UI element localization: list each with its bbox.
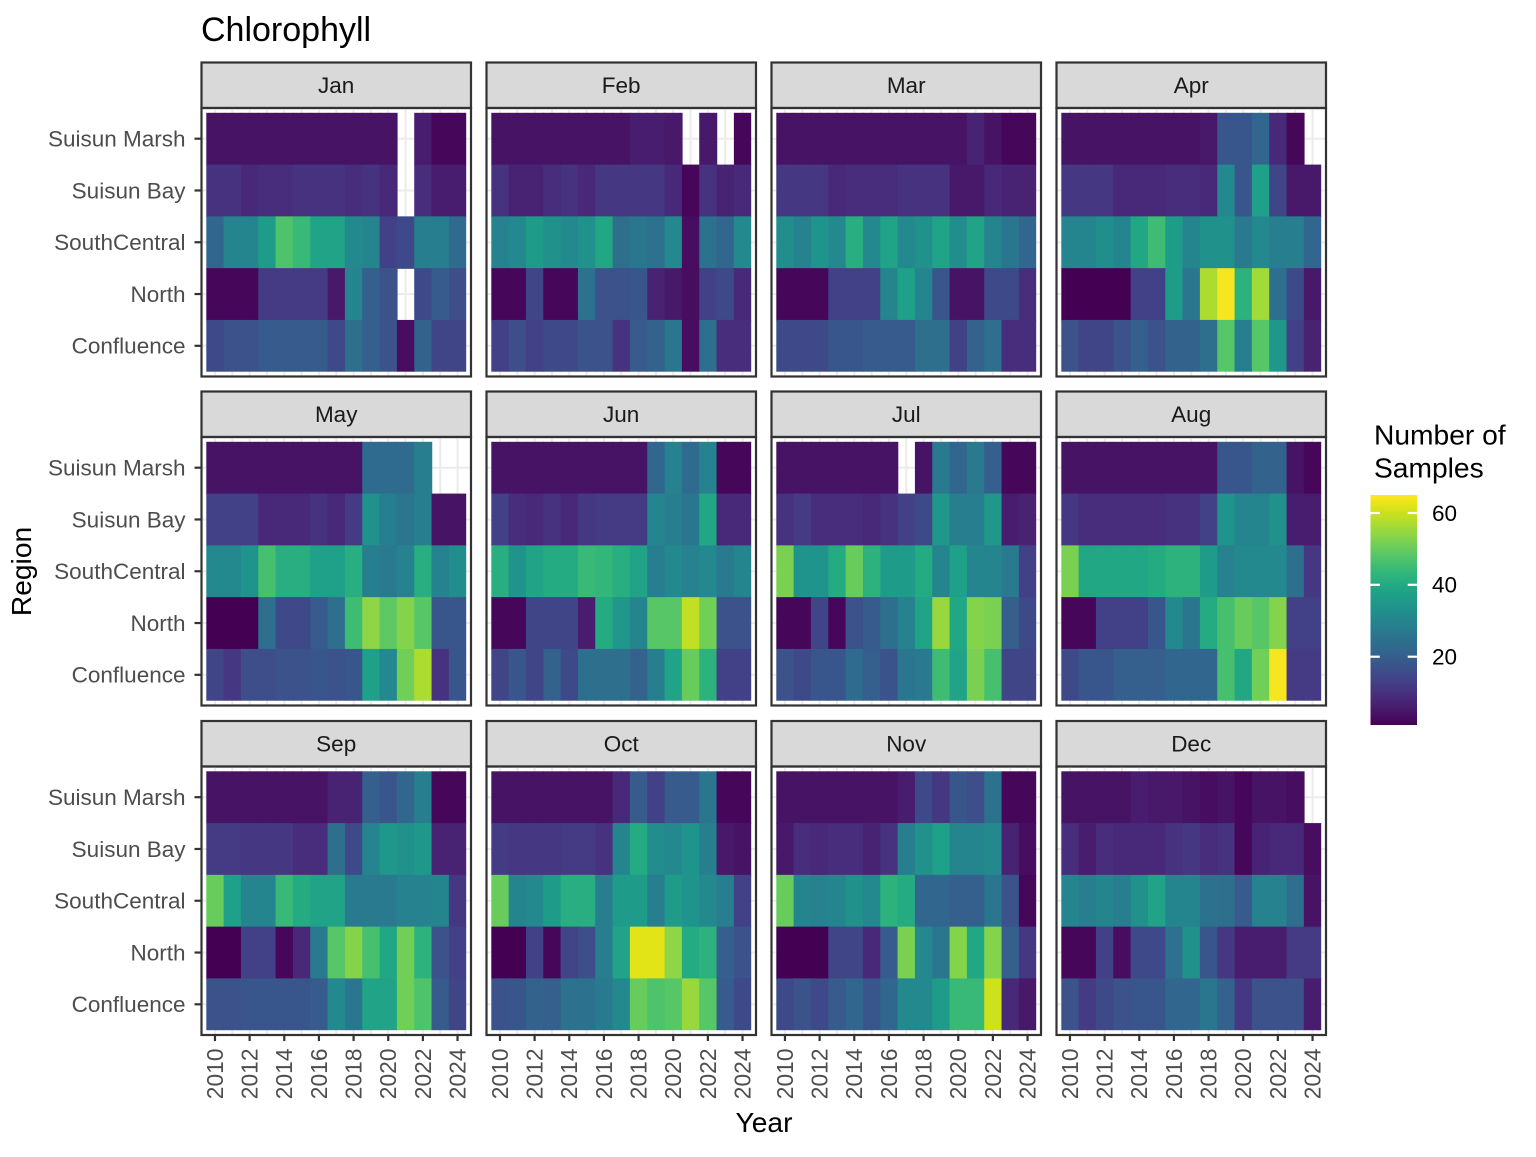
svg-text:May: May <box>315 402 358 427</box>
svg-text:2010: 2010 <box>772 1049 798 1100</box>
svg-text:Suisun Marsh: Suisun Marsh <box>48 126 186 151</box>
svg-text:2014: 2014 <box>556 1048 582 1099</box>
svg-text:2020: 2020 <box>660 1049 686 1100</box>
svg-text:2020: 2020 <box>375 1049 401 1100</box>
svg-text:2010: 2010 <box>1057 1049 1083 1100</box>
svg-text:Feb: Feb <box>602 73 641 98</box>
svg-text:Confluence: Confluence <box>72 992 186 1017</box>
svg-text:Suisun Marsh: Suisun Marsh <box>48 785 186 810</box>
svg-text:Confluence: Confluence <box>72 663 186 688</box>
svg-text:2010: 2010 <box>487 1049 513 1100</box>
svg-text:2020: 2020 <box>945 1049 971 1100</box>
svg-text:40: 40 <box>1432 573 1457 598</box>
svg-text:Jun: Jun <box>603 402 639 427</box>
svg-text:2016: 2016 <box>1161 1049 1187 1100</box>
svg-text:Oct: Oct <box>604 732 640 757</box>
svg-text:2016: 2016 <box>876 1049 902 1100</box>
svg-text:Apr: Apr <box>1174 73 1210 98</box>
svg-text:SouthCentral: SouthCentral <box>54 889 185 914</box>
svg-text:2012: 2012 <box>807 1049 833 1100</box>
svg-text:2022: 2022 <box>695 1049 721 1100</box>
svg-text:Confluence: Confluence <box>72 334 186 359</box>
svg-text:North: North <box>130 611 185 636</box>
svg-text:Suisun Marsh: Suisun Marsh <box>48 455 186 480</box>
svg-text:North: North <box>130 940 185 965</box>
svg-text:Number of: Number of <box>1374 419 1506 451</box>
svg-text:2014: 2014 <box>841 1048 867 1099</box>
svg-text:SouthCentral: SouthCentral <box>54 230 185 255</box>
svg-text:Mar: Mar <box>887 73 926 98</box>
svg-text:2016: 2016 <box>591 1049 617 1100</box>
svg-text:2022: 2022 <box>410 1049 436 1100</box>
svg-text:Suisun Bay: Suisun Bay <box>72 178 187 203</box>
svg-text:2024: 2024 <box>1299 1048 1325 1099</box>
svg-text:2024: 2024 <box>444 1048 470 1099</box>
svg-text:Suisun Bay: Suisun Bay <box>72 837 187 862</box>
svg-text:2024: 2024 <box>1014 1048 1040 1099</box>
svg-text:2012: 2012 <box>1092 1049 1118 1100</box>
svg-text:2012: 2012 <box>237 1049 263 1100</box>
svg-text:North: North <box>130 282 185 307</box>
svg-text:Year: Year <box>736 1106 793 1138</box>
svg-text:2024: 2024 <box>729 1048 755 1099</box>
svg-text:60: 60 <box>1432 501 1457 526</box>
svg-text:Aug: Aug <box>1171 402 1211 427</box>
svg-text:Nov: Nov <box>886 732 927 757</box>
svg-text:SouthCentral: SouthCentral <box>54 559 185 584</box>
svg-text:2022: 2022 <box>980 1049 1006 1100</box>
svg-text:2018: 2018 <box>910 1049 936 1100</box>
svg-text:2014: 2014 <box>271 1048 297 1099</box>
svg-text:2014: 2014 <box>1126 1048 1152 1099</box>
svg-text:Sep: Sep <box>316 732 356 757</box>
svg-text:20: 20 <box>1432 645 1457 670</box>
svg-text:Jan: Jan <box>318 73 354 98</box>
svg-text:Samples: Samples <box>1374 452 1484 484</box>
svg-text:Dec: Dec <box>1171 732 1211 757</box>
svg-text:2018: 2018 <box>625 1049 651 1100</box>
svg-text:2016: 2016 <box>306 1049 332 1100</box>
svg-text:Jul: Jul <box>892 402 921 427</box>
svg-text:2018: 2018 <box>1195 1049 1221 1100</box>
svg-text:2018: 2018 <box>340 1049 366 1100</box>
svg-text:Suisun Bay: Suisun Bay <box>72 507 187 532</box>
svg-text:2022: 2022 <box>1265 1049 1291 1100</box>
svg-text:2020: 2020 <box>1230 1049 1256 1100</box>
svg-text:Chlorophyll: Chlorophyll <box>201 11 371 49</box>
svg-text:2012: 2012 <box>522 1049 548 1100</box>
svg-text:2010: 2010 <box>202 1049 228 1100</box>
svg-text:Region: Region <box>5 527 37 616</box>
